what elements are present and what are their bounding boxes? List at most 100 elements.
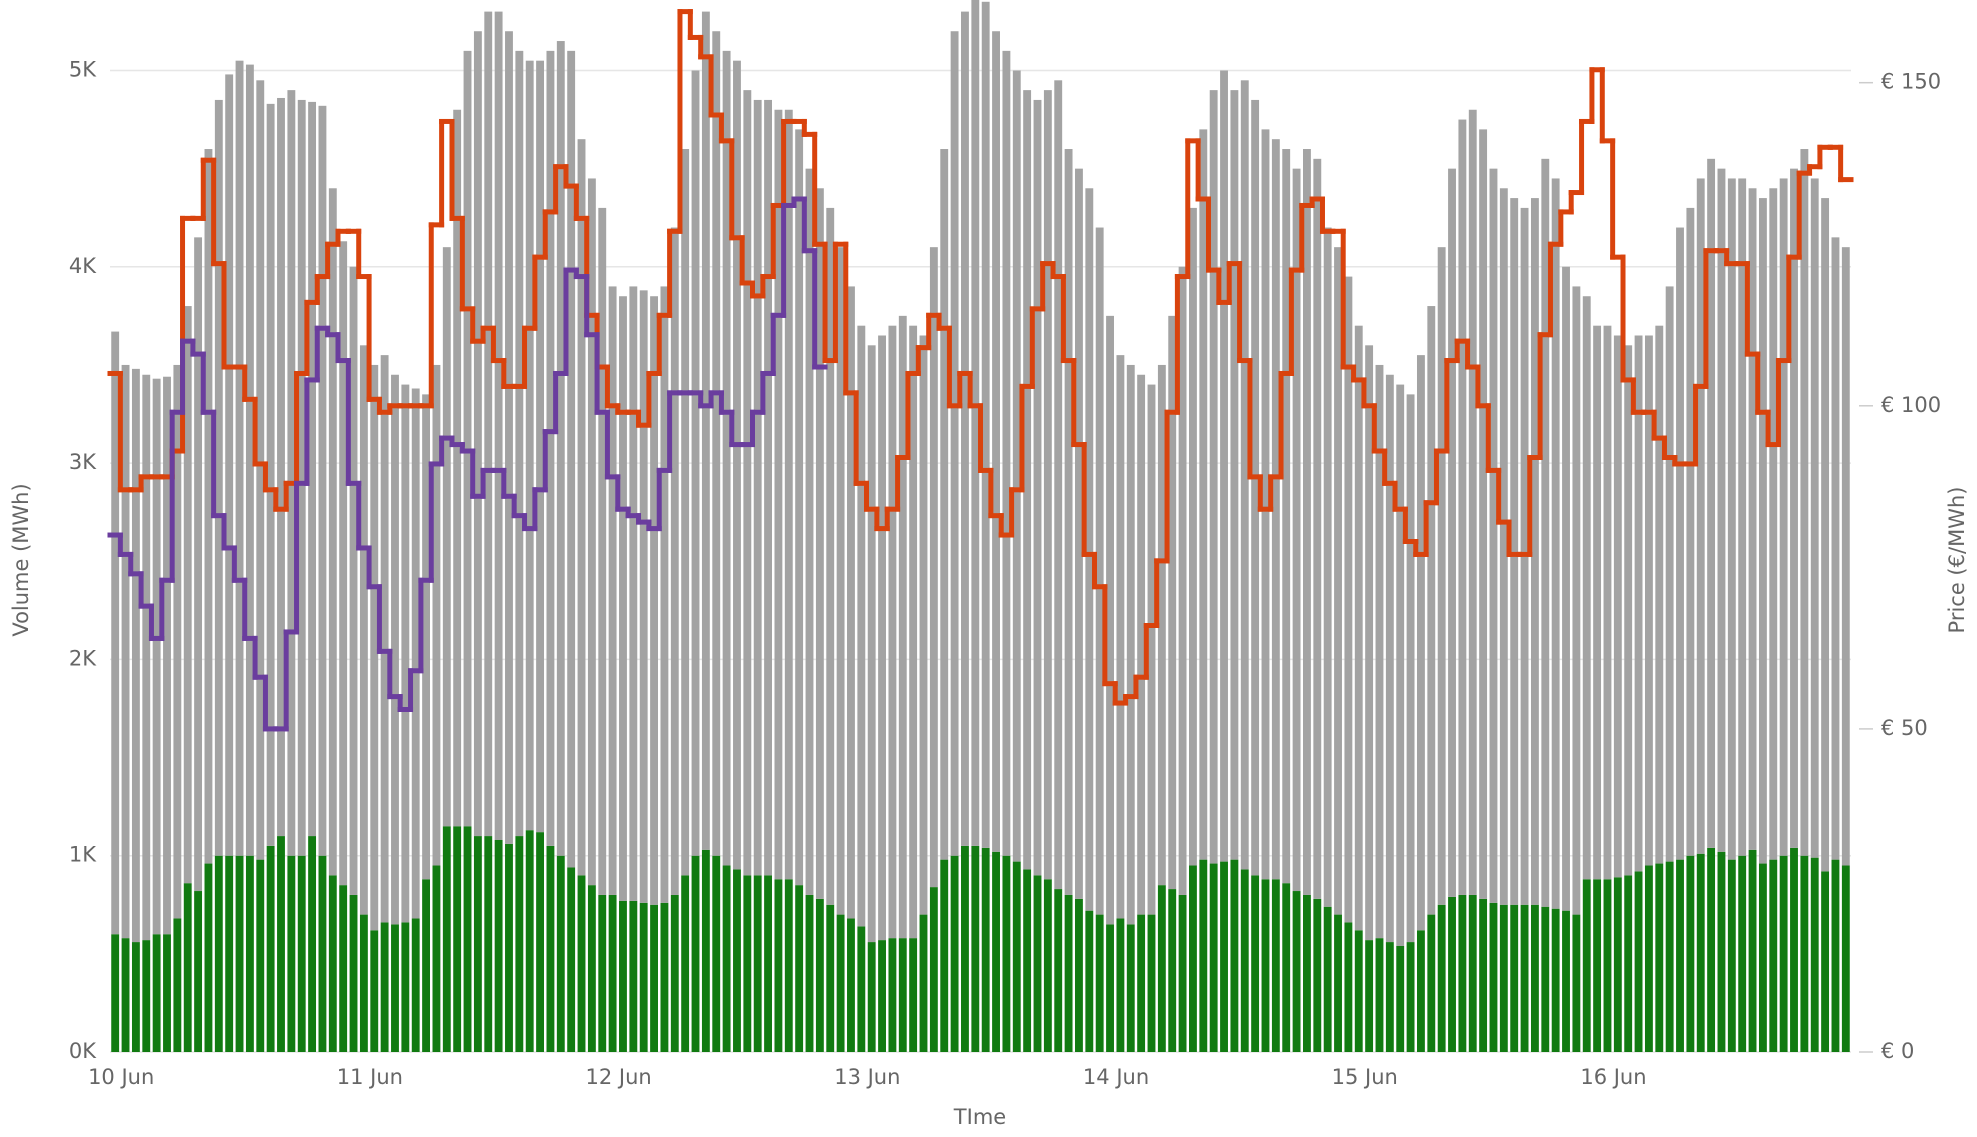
bar-segment [1240, 80, 1249, 870]
bar-segment [836, 914, 845, 1052]
bar-segment [442, 247, 451, 827]
bar-segment [764, 99, 772, 876]
bar-segment [1707, 158, 1716, 848]
y2-tick-label: € 0 [1881, 1039, 1914, 1063]
bar-segment [598, 894, 607, 1052]
x-tick-label: 16 Jun [1580, 1065, 1646, 1089]
bar-segment [1769, 188, 1778, 860]
bar-segment [1012, 70, 1021, 862]
bar-segment [784, 109, 793, 880]
bar-segment [1769, 859, 1778, 1052]
bar-segment [567, 50, 576, 868]
bar-segment [1510, 904, 1519, 1052]
bar-segment [556, 855, 565, 1052]
bar-segment [536, 832, 545, 1052]
bar-segment [1261, 879, 1270, 1052]
bar-segment [1448, 168, 1456, 897]
bar-segment [857, 325, 866, 927]
bar-segment [194, 891, 203, 1052]
bar-segment [929, 887, 938, 1052]
bar-segment [619, 900, 627, 1052]
bar-segment [1841, 865, 1850, 1052]
bar-segment [857, 926, 866, 1052]
bar-segment [992, 851, 1000, 1052]
bar-segment [1157, 885, 1166, 1052]
x-axis-title: TIme [953, 1105, 1006, 1129]
bar-segment [1126, 924, 1135, 1052]
bar-segment [1748, 188, 1757, 850]
bar-segment [1582, 879, 1591, 1052]
bar-segment [753, 875, 762, 1052]
bar-segment [494, 839, 503, 1052]
bar-segment [422, 879, 431, 1052]
bar-segment [1282, 883, 1291, 1052]
bar-segment [1302, 894, 1311, 1052]
bar-segment [670, 227, 679, 895]
y2-tick-label: € 100 [1881, 393, 1941, 417]
bar-segment [152, 934, 161, 1052]
bar-segment [1696, 853, 1705, 1052]
bar-segment [442, 826, 451, 1052]
bar-segment [961, 845, 969, 1052]
bar-segment [380, 922, 389, 1052]
bar-segment [235, 60, 244, 856]
bar-segment [888, 938, 897, 1052]
bar-segment [888, 325, 897, 939]
bar-segment [733, 869, 741, 1052]
bar-segment [836, 247, 845, 915]
y-tick-label: 1K [69, 843, 97, 867]
bar-segment [1821, 198, 1830, 872]
bar-segment [919, 914, 928, 1052]
bar-segment [1468, 109, 1477, 895]
bar-segment [1644, 865, 1653, 1052]
bar-segment [163, 934, 171, 1052]
bar-segment [1012, 861, 1021, 1052]
bar-segment [1696, 178, 1705, 854]
bar-segment [701, 849, 710, 1052]
bar-segment [1562, 910, 1570, 1052]
bar-segment [1437, 904, 1446, 1052]
bar-segment [494, 11, 503, 840]
bar-segment [1282, 149, 1291, 884]
bar-segment [1199, 129, 1208, 860]
bar-segment [712, 31, 721, 856]
bar-segment [1354, 930, 1363, 1052]
bar-segment [1137, 374, 1146, 915]
bar-segment [867, 345, 876, 943]
bar-segment [152, 378, 161, 935]
bar-segment [1551, 908, 1560, 1052]
bar-segment [463, 50, 472, 827]
bar-segment [1707, 847, 1716, 1052]
bar-segment [867, 942, 876, 1052]
bar-segment [401, 384, 410, 923]
bar-segment [349, 894, 358, 1052]
bar-segment [1530, 904, 1539, 1052]
bar-segment [1790, 168, 1798, 848]
bar-segment [121, 364, 130, 939]
bar-segment [287, 90, 296, 856]
bar-segment [1603, 325, 1612, 880]
bar-segment [131, 942, 140, 1052]
bar-segment [1800, 855, 1809, 1052]
bar-segment [577, 139, 586, 876]
bar-segment [1800, 149, 1809, 856]
bar-segment [525, 830, 534, 1052]
bar-segment [318, 855, 327, 1052]
bar-segment [277, 97, 285, 837]
y2-tick-label: € 50 [1881, 716, 1928, 740]
bar-segment [1023, 869, 1032, 1052]
bar-segment [1220, 70, 1228, 862]
bars [111, 0, 1850, 1052]
bar-segment [391, 374, 399, 925]
bar-segment [1230, 859, 1239, 1052]
bar-segment [1644, 335, 1653, 866]
bar-segment [453, 109, 462, 827]
lines [107, 9, 1854, 732]
bar-segment [1375, 364, 1384, 939]
bar-segment [1251, 875, 1260, 1052]
bar-segment [733, 60, 741, 870]
bar-segment [1189, 207, 1197, 866]
bar-segment [1365, 940, 1374, 1052]
bar-segment [1365, 345, 1374, 941]
bar-segment [753, 99, 762, 876]
